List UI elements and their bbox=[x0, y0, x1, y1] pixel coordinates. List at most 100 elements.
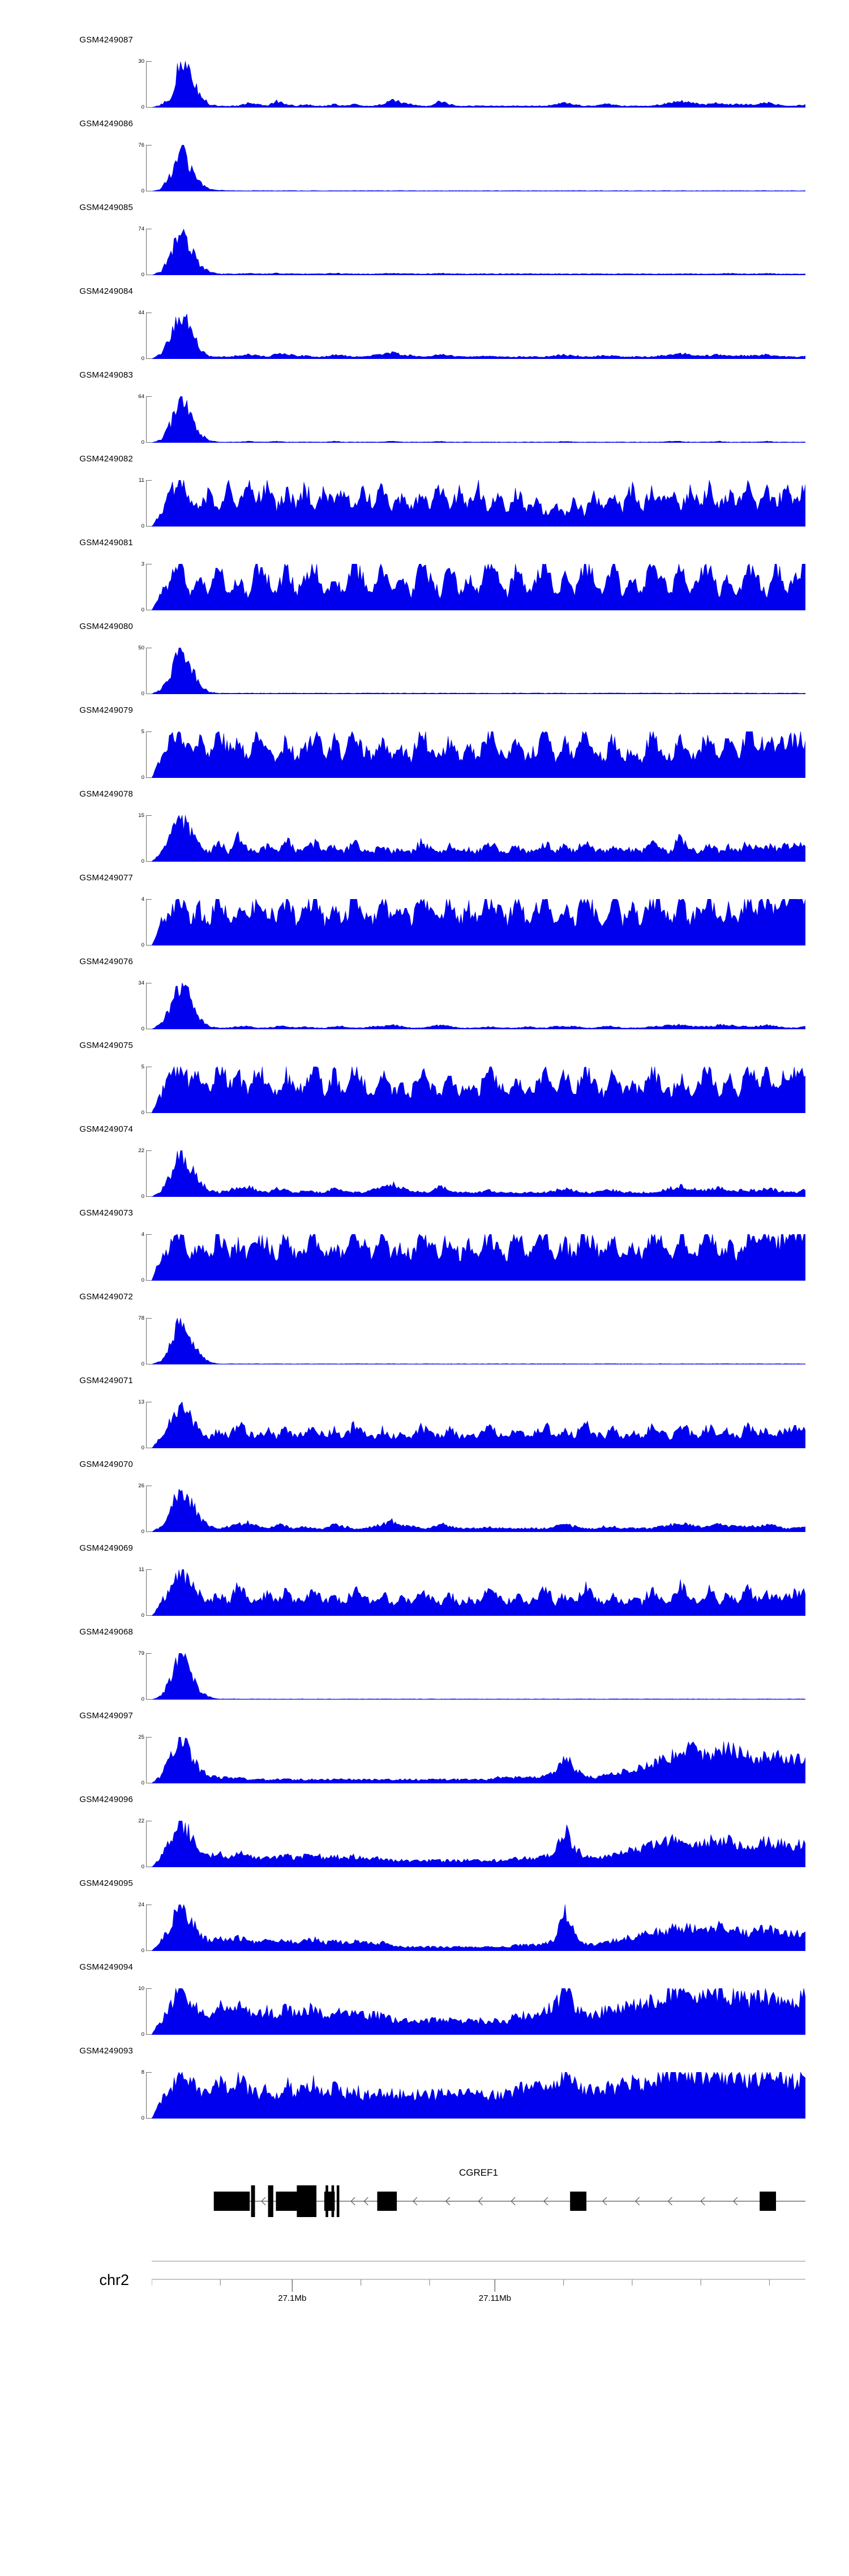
track-sample-label: GSM4249077 bbox=[79, 873, 133, 883]
axis-max-label: 44 bbox=[138, 310, 144, 316]
coverage-track: GSM4249081 3 0 bbox=[0, 538, 849, 613]
coverage-area-chart bbox=[152, 1569, 805, 1616]
coverage-area bbox=[152, 1488, 805, 1532]
axis-max-label: 78 bbox=[138, 1315, 144, 1321]
axis-tick-top bbox=[147, 731, 152, 732]
axis-max-label: 34 bbox=[138, 980, 144, 986]
axis-tick-bottom bbox=[147, 442, 152, 443]
axis-max-label: 22 bbox=[138, 1818, 144, 1824]
coverage-plot-area bbox=[152, 2072, 805, 2119]
gene-model-svg bbox=[213, 2185, 805, 2217]
axis-min-label: 0 bbox=[141, 1696, 144, 1702]
track-sample-label: GSM4249070 bbox=[79, 1460, 133, 1469]
axis-tick-bottom bbox=[147, 1699, 152, 1700]
axis-tick-bottom bbox=[147, 1531, 152, 1532]
coverage-area bbox=[152, 1402, 805, 1448]
strand-arrow-icon bbox=[634, 2197, 640, 2206]
strand-arrow-icon bbox=[445, 2197, 451, 2206]
coverage-plot-area bbox=[152, 480, 805, 527]
axis-tick-top bbox=[147, 1988, 152, 1989]
axis-tick-bottom bbox=[147, 526, 152, 527]
coverage-track: GSM4249070 26 0 bbox=[0, 1460, 849, 1534]
axis-max-label: 5 bbox=[141, 729, 144, 735]
coverage-plot-area bbox=[152, 1569, 805, 1616]
axis-min-label: 0 bbox=[141, 439, 144, 446]
axis-max-label: 25 bbox=[138, 1734, 144, 1740]
coverage-area-chart bbox=[152, 1905, 805, 1951]
coverage-plot-area bbox=[152, 1988, 805, 2035]
coverage-area bbox=[152, 229, 805, 275]
axis-tick-bottom bbox=[147, 1196, 152, 1197]
track-sample-label: GSM4249087 bbox=[79, 35, 133, 45]
axis-tick-bottom bbox=[147, 1615, 152, 1616]
track-y-axis: 30 0 bbox=[138, 59, 152, 110]
axis-max-label: 26 bbox=[138, 1483, 144, 1489]
axis-tick-bottom bbox=[147, 777, 152, 778]
axis-min-label: 0 bbox=[141, 942, 144, 948]
genome-axis-track: chr2 27.1Mb 27.11Mb bbox=[0, 2246, 849, 2331]
track-sample-label: GSM4249075 bbox=[79, 1041, 133, 1050]
axis-max-label: 64 bbox=[138, 393, 144, 400]
strand-arrow-icon bbox=[733, 2197, 738, 2206]
coverage-area-chart bbox=[152, 1402, 805, 1448]
axis-tick-top bbox=[147, 1737, 152, 1738]
exon-box bbox=[336, 2185, 340, 2217]
coverage-track: GSM4249082 11 0 bbox=[0, 454, 849, 529]
axis-tick-bottom bbox=[147, 2034, 152, 2035]
axis-min-label: 0 bbox=[141, 1025, 144, 1032]
axis-max-label: 4 bbox=[141, 1231, 144, 1238]
coverage-plot-area bbox=[152, 1067, 805, 1113]
coverage-track: GSM4249093 8 0 bbox=[0, 2046, 849, 2121]
axis-min-label: 0 bbox=[141, 606, 144, 613]
axis-min-label: 0 bbox=[141, 1277, 144, 1283]
coverage-track: GSM4249076 34 0 bbox=[0, 957, 849, 1032]
axis-min-label: 0 bbox=[141, 858, 144, 865]
axis-tick-top bbox=[147, 396, 152, 397]
track-y-axis: 24 0 bbox=[138, 1902, 152, 1953]
coverage-plot-area bbox=[152, 1486, 805, 1532]
coverage-plot-area bbox=[152, 1737, 805, 1783]
exon-box bbox=[251, 2185, 255, 2217]
coverage-area-chart bbox=[152, 1653, 805, 1700]
coverage-plot-area bbox=[152, 564, 805, 610]
coverage-area-chart bbox=[152, 648, 805, 694]
track-sample-label: GSM4249076 bbox=[79, 957, 133, 966]
coverage-area bbox=[152, 2072, 805, 2119]
axis-min-label: 0 bbox=[141, 690, 144, 697]
coverage-track: GSM4249080 50 0 bbox=[0, 622, 849, 697]
coverage-area-chart bbox=[152, 396, 805, 443]
axis-max-label: 50 bbox=[138, 645, 144, 651]
coverage-area-chart bbox=[152, 731, 805, 778]
coverage-track: GSM4249094 10 0 bbox=[0, 1962, 849, 2037]
coverage-area bbox=[152, 480, 805, 527]
exon-box bbox=[297, 2185, 317, 2217]
axis-tick-top bbox=[147, 1569, 152, 1570]
coverage-track: GSM4249084 44 0 bbox=[0, 286, 849, 361]
chromosome-label: chr2 bbox=[99, 2271, 129, 2288]
axis-max-label: 5 bbox=[141, 1064, 144, 1070]
exon-box bbox=[325, 2185, 328, 2217]
genome-axis-graphic: 27.1Mb 27.11Mb bbox=[151, 2259, 805, 2307]
coverage-plot-area bbox=[152, 61, 805, 108]
axis-min-label: 0 bbox=[141, 104, 144, 110]
coverage-track: GSM4249087 30 0 bbox=[0, 35, 849, 110]
axis-tick-top bbox=[147, 480, 152, 481]
exon-box bbox=[331, 2185, 335, 2217]
axis-min-label: 0 bbox=[141, 1863, 144, 1870]
coverage-area bbox=[152, 1569, 805, 1616]
genome-axis-svg: 27.1Mb 27.11Mb bbox=[151, 2261, 805, 2303]
track-sample-label: GSM4249093 bbox=[79, 2046, 133, 2056]
axis-max-label: 8 bbox=[141, 2069, 144, 2076]
axis-min-label: 0 bbox=[141, 1947, 144, 1954]
coverage-area-chart bbox=[152, 1488, 805, 1532]
axis-max-label: 10 bbox=[138, 1986, 144, 1992]
axis-min-label: 0 bbox=[141, 1612, 144, 1619]
track-y-axis: 76 0 bbox=[138, 143, 152, 194]
track-y-axis: 34 0 bbox=[138, 981, 152, 1032]
coverage-track: GSM4249083 64 0 bbox=[0, 370, 849, 446]
coverage-area-chart bbox=[152, 229, 805, 275]
strand-arrow-icon bbox=[511, 2197, 516, 2206]
axis-tick-label: 27.11Mb bbox=[479, 2293, 511, 2303]
gene-name-label: CGREF1 bbox=[459, 2167, 498, 2178]
exon-box bbox=[213, 2192, 250, 2211]
